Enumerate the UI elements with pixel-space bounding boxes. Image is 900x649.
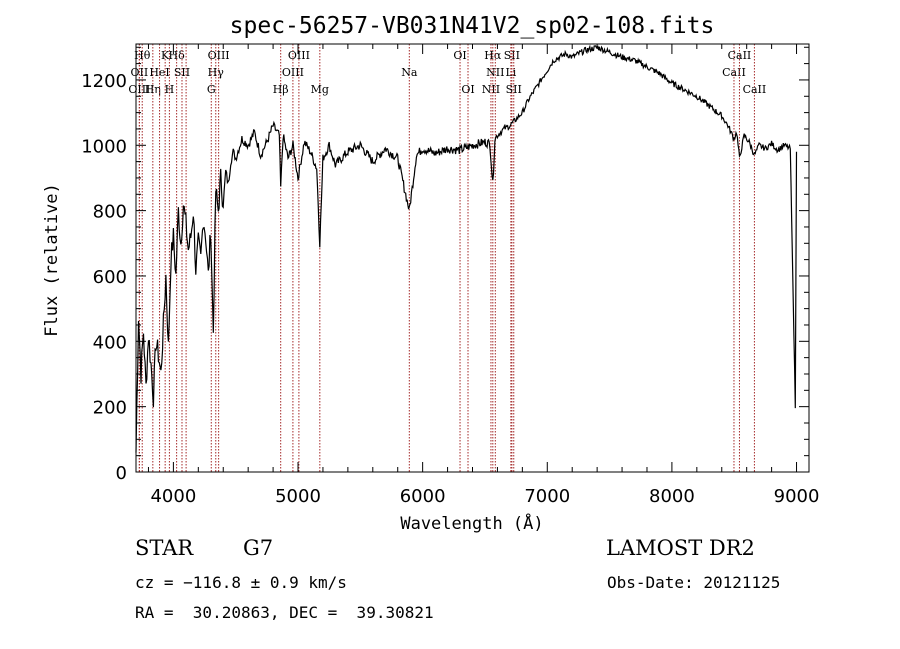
x-tick-label: 8000 [649,486,695,507]
x-tick-label: 5000 [275,486,321,507]
obs-date: Obs-Date: 20121125 [607,573,781,592]
chart-title: spec-56257-VB031N41V2_sp02-108.fits [230,13,715,39]
line-label: NII [486,66,504,79]
x-tick-label: 4000 [150,486,196,507]
line-label: H [165,83,175,96]
survey-label: LAMOST DR2 [606,536,755,560]
y-tick-label: 1200 [81,71,127,92]
plot-frame [135,43,810,473]
line-label: G [207,83,216,96]
spectrum-line [135,44,798,453]
y-axis-label: Flux (relative) [42,183,62,337]
line-label: K [161,49,170,62]
line-label: Hβ [273,83,289,96]
coordinates: RA = 30.20863, DEC = 39.30821 [135,603,434,622]
x-axis-label: Wavelength (Å) [400,512,543,534]
line-label: HeI [149,66,169,79]
line-label: Hα [484,49,502,62]
x-tick-label: 6000 [400,486,446,507]
object-class: STAR [135,536,194,560]
line-label: OIII [288,49,310,62]
line-label: SII [506,83,522,96]
y-tick-label: 0 [116,463,127,484]
x-tick-label: 7000 [524,486,570,507]
line-label: SII [504,49,520,62]
y-tick-label: 800 [93,202,127,223]
line-label: OIII [282,66,304,79]
line-label: OI [453,49,466,62]
object-subclass: G7 [243,536,274,560]
line-label: SII [174,66,190,79]
line-label: OI [461,83,474,96]
line-label: Li [505,66,516,79]
line-label: CaII [743,83,767,96]
line-label: Hδ [169,49,186,62]
redshift-readout: cz = −116.8 ± 0.9 km/s [135,573,347,592]
line-label: Hη [145,83,161,96]
line-label: Hθ [134,49,151,62]
line-label: OIII [208,49,230,62]
line-label: Na [401,66,418,79]
y-tick-label: 200 [93,398,127,419]
y-tick-label: 1000 [81,136,127,157]
line-label: Mg [311,83,329,96]
line-label: Hγ [208,66,225,79]
y-tick-label: 600 [93,267,127,288]
x-tick-label: 9000 [774,486,820,507]
line-label: OIII [128,83,150,96]
line-label: CaII [722,66,746,79]
y-tick-label: 400 [93,332,127,353]
line-label: CaII [728,49,752,62]
line-label: NII [482,83,500,96]
